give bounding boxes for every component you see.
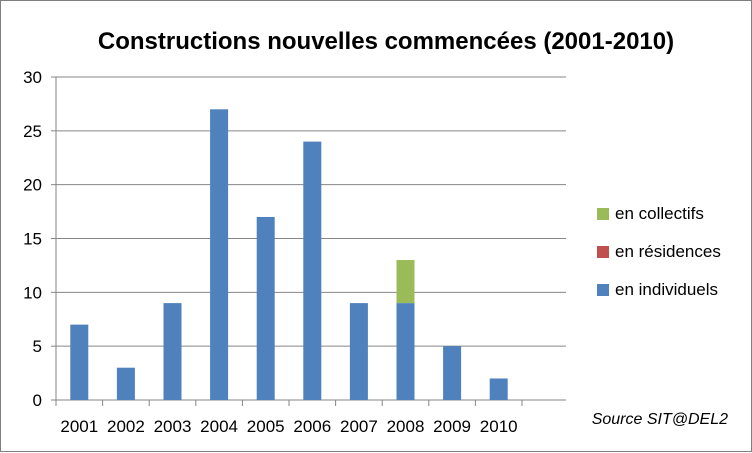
bar-en-collectifs-2008 (396, 260, 415, 304)
y-tick-label: 30 (23, 68, 42, 87)
bar-en-individuels-2002 (116, 367, 135, 400)
legend-swatch (597, 208, 609, 220)
bar-en-individuels-2001 (70, 324, 89, 400)
x-tick-label: 2001 (60, 417, 98, 436)
x-tick-label: 2007 (340, 417, 378, 436)
y-tick-label: 0 (33, 391, 42, 410)
y-tick-label: 20 (23, 176, 42, 195)
y-tick-label: 10 (23, 283, 42, 302)
legend: en collectifs en résidences en individuels (597, 204, 721, 299)
bar-en-individuels-2005 (256, 216, 275, 400)
legend-swatch (597, 246, 609, 258)
legend-label: en résidences (615, 242, 721, 261)
x-tick-label: 2002 (107, 417, 145, 436)
x-tick-label: 2004 (200, 417, 238, 436)
source-note: Source SIT@DEL2 (592, 411, 728, 428)
x-tick-label: 2010 (480, 417, 518, 436)
bar-en-individuels-2003 (163, 303, 182, 400)
y-tick-label: 15 (23, 230, 42, 249)
x-tick-label: 2006 (293, 417, 331, 436)
chart-title: Constructions nouvelles commencées (2001… (98, 28, 674, 55)
bar-en-individuels-2006 (303, 141, 322, 400)
bar-en-individuels-2007 (349, 303, 368, 400)
x-tick-label: 2003 (154, 417, 192, 436)
y-tick-label: 5 (33, 337, 42, 356)
legend-label: en collectifs (615, 204, 704, 223)
bar-en-individuels-2008 (396, 303, 415, 400)
bar-en-individuels-2004 (210, 109, 229, 401)
x-tick-label: 2009 (433, 417, 471, 436)
x-tick-label: 2008 (387, 417, 425, 436)
bar-en-individuels-2010 (489, 378, 508, 400)
y-tick-labels: 0 5 10 15 20 25 30 (23, 68, 42, 410)
bar-en-individuels-2009 (443, 346, 462, 400)
legend-label: en individuels (615, 280, 718, 299)
legend-swatch (597, 284, 609, 296)
x-tick-labels: 2001 2002 2003 2004 2005 2006 2007 2008 2009 2010 (60, 417, 517, 436)
x-tick-label: 2005 (247, 417, 285, 436)
y-tick-label: 25 (23, 122, 42, 141)
bars (70, 109, 508, 401)
